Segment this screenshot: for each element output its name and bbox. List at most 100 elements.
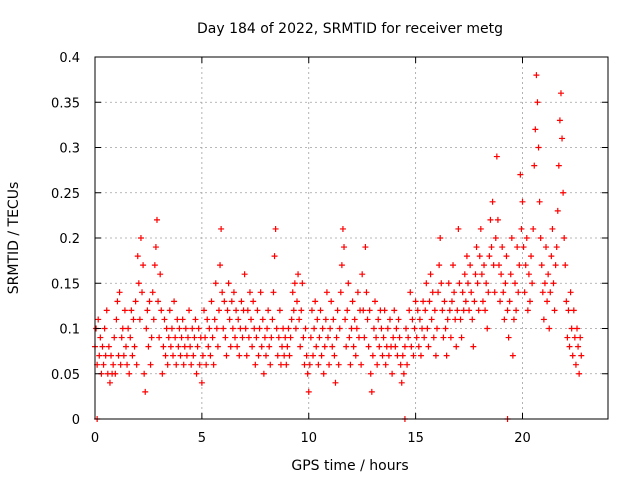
data-point	[485, 289, 492, 296]
data-point	[239, 334, 246, 341]
data-point	[466, 307, 473, 314]
data-point	[269, 316, 276, 323]
data-point	[441, 298, 448, 305]
data-point	[570, 307, 577, 314]
data-point	[214, 343, 221, 350]
data-point	[330, 316, 337, 323]
data-point	[506, 298, 513, 305]
data-point	[451, 289, 458, 296]
data-point	[186, 307, 193, 314]
data-point	[372, 298, 379, 305]
data-point	[547, 289, 554, 296]
data-point	[431, 307, 438, 314]
data-point	[411, 325, 418, 332]
data-point	[345, 280, 352, 287]
data-point	[242, 325, 249, 332]
data-point	[241, 271, 248, 278]
data-point	[258, 343, 265, 350]
data-point	[528, 253, 535, 260]
data-point	[268, 334, 275, 341]
data-point	[499, 244, 506, 251]
data-point	[137, 235, 144, 241]
data-point	[577, 334, 584, 341]
data-point	[446, 307, 453, 314]
data-point	[491, 289, 498, 296]
data-point	[263, 352, 269, 359]
data-point	[221, 298, 228, 305]
data-point	[284, 343, 291, 350]
data-point	[386, 316, 393, 323]
data-point	[277, 361, 284, 368]
data-point	[533, 72, 540, 79]
data-point	[382, 361, 389, 368]
data-point	[167, 343, 174, 350]
data-point	[509, 352, 516, 359]
y-tick-label: 0.1	[59, 323, 80, 338]
data-point	[414, 307, 421, 314]
data-point	[578, 352, 585, 359]
data-point	[246, 289, 253, 296]
data-point	[364, 316, 371, 323]
data-point	[543, 244, 550, 251]
data-point	[102, 352, 109, 359]
data-point	[554, 207, 561, 214]
data-point	[166, 307, 173, 314]
y-axis-label: SRMTID / TECUs	[6, 182, 22, 295]
data-point	[182, 325, 189, 332]
data-point	[453, 343, 460, 350]
data-point	[133, 361, 140, 368]
data-point	[235, 316, 242, 323]
data-point	[408, 343, 415, 350]
data-point	[114, 298, 121, 305]
data-point	[503, 253, 510, 260]
data-point	[393, 325, 400, 332]
data-point	[159, 370, 166, 377]
data-point	[385, 352, 392, 359]
data-point	[119, 325, 126, 332]
data-point	[417, 352, 424, 359]
data-point	[179, 316, 186, 323]
data-point	[267, 361, 274, 368]
data-point	[341, 244, 348, 251]
data-point	[370, 325, 377, 332]
data-point	[295, 271, 302, 278]
data-point	[183, 352, 190, 359]
data-point	[519, 198, 526, 205]
data-point	[213, 325, 220, 332]
data-point	[298, 307, 305, 314]
data-point	[546, 325, 553, 332]
data-point	[212, 280, 219, 287]
data-point	[531, 162, 538, 169]
data-point	[412, 298, 419, 305]
data-point	[260, 370, 267, 377]
y-tick-label: 0.3	[59, 142, 80, 157]
data-point	[108, 352, 115, 359]
data-point	[287, 334, 294, 341]
data-point	[483, 280, 490, 287]
data-point	[132, 298, 139, 305]
data-point	[342, 316, 349, 323]
data-point	[413, 334, 420, 341]
data-point	[416, 316, 423, 323]
data-point	[248, 316, 255, 323]
data-point	[205, 343, 212, 350]
data-point	[563, 298, 570, 305]
data-point	[304, 370, 311, 377]
data-point	[291, 280, 298, 287]
data-point	[552, 262, 559, 269]
data-point	[479, 298, 486, 305]
data-point	[448, 298, 455, 305]
y-tick-label: 0.35	[51, 96, 80, 111]
data-point	[243, 352, 250, 359]
data-point	[564, 334, 571, 341]
data-point	[288, 316, 295, 323]
data-point	[308, 307, 315, 314]
data-point	[118, 334, 125, 341]
data-point	[280, 325, 287, 332]
data-point	[395, 316, 402, 323]
data-point	[315, 361, 322, 368]
data-point	[464, 280, 471, 287]
data-point	[314, 316, 321, 323]
data-point	[275, 334, 282, 341]
data-point	[313, 343, 320, 350]
